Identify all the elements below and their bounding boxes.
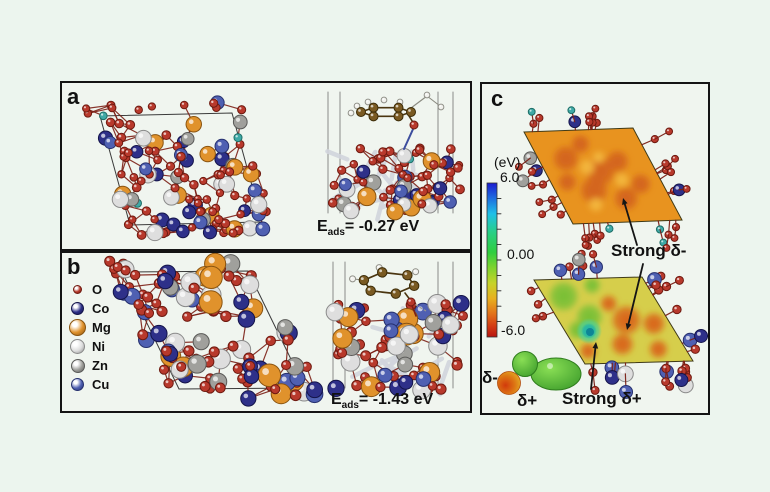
adsorption-energy-b: Eads= -1.43 eV <box>331 391 434 412</box>
legend-label-Cu: Cu <box>92 377 110 392</box>
legend-swatch-Co-icon <box>71 302 84 315</box>
colorbar-max-label: 6.0 <box>500 169 520 185</box>
legend-label-O: O <box>92 282 103 297</box>
legend-label-Mg: Mg <box>92 320 111 335</box>
panel-b-label: b <box>67 254 81 279</box>
legend-item-Mg: Mg <box>68 318 111 337</box>
annotation-delta-plus: δ+ <box>517 391 538 410</box>
legend-swatch-Ni-icon <box>70 339 85 354</box>
legend-item-Co: Co <box>68 299 111 318</box>
annotation-delta-minus: δ- <box>482 368 498 387</box>
legend-swatch-Mg-icon <box>69 319 86 336</box>
colorbar-min-label: -6.0 <box>501 322 526 338</box>
legend-item-Cu: Cu <box>68 375 111 394</box>
panel-a-label: a <box>67 84 80 109</box>
legend-item-Ni: Ni <box>68 337 111 356</box>
colorbar-unit: (eV) <box>494 154 521 170</box>
annotation-strong-delta-minus: Strong δ- <box>611 241 687 260</box>
legend-swatch-Cu-icon <box>71 378 84 391</box>
panel-c-label: c <box>491 86 504 111</box>
annotation-strong-delta-plus: Strong δ+ <box>562 389 642 408</box>
legend-swatch-Zn-icon <box>70 358 85 373</box>
atom-legend: O Co Mg Ni Zn Cu <box>68 280 111 394</box>
legend-label-Ni: Ni <box>92 339 105 354</box>
legend-label-Co: Co <box>92 301 110 316</box>
legend-label-Zn: Zn <box>92 358 108 373</box>
adsorption-energy-a: Eads= -0.27 eV <box>317 218 420 239</box>
panel-b <box>60 251 472 413</box>
legend-swatch-O-icon <box>73 285 82 294</box>
legend-item-O: O <box>68 280 111 299</box>
colorbar-mid-label: 0.00 <box>507 246 535 262</box>
legend-item-Zn: Zn <box>68 356 111 375</box>
